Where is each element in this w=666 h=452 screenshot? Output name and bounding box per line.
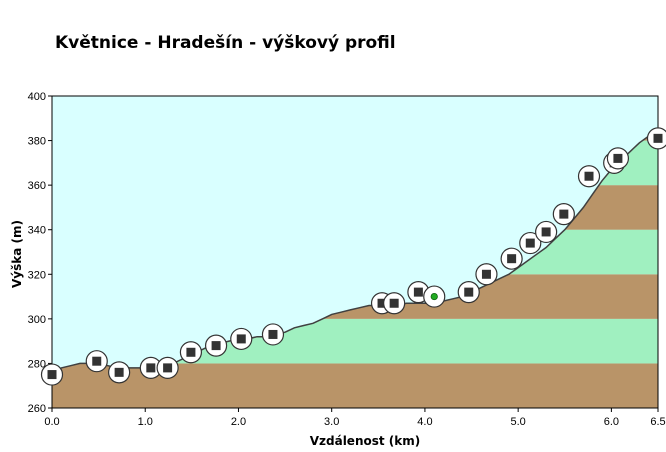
waypoint-marker xyxy=(552,203,575,226)
x-tick-label: 1.0 xyxy=(138,416,153,428)
x-tick-label: 6.5 xyxy=(650,416,665,428)
waypoint-square xyxy=(653,133,663,143)
waypoint-marker xyxy=(519,231,542,255)
x-tick-label: 0.0 xyxy=(44,416,59,428)
y-axis-ticks: 260 280 300 320 340 360 380 400 xyxy=(28,91,52,415)
x-axis-label: Vzdálenost (km) xyxy=(310,434,421,448)
y-axis-label: Výška (m) xyxy=(10,220,24,288)
y-tick-label: 400 xyxy=(28,91,46,103)
waypoint-marker xyxy=(646,127,666,150)
waypoint-marker xyxy=(535,220,558,244)
waypoint-square xyxy=(507,254,517,264)
waypoint-square xyxy=(481,269,491,279)
waypoint-square xyxy=(464,287,474,297)
y-tick-label: 380 xyxy=(28,136,46,148)
x-tick-label: 2.0 xyxy=(231,416,246,428)
y-tick-label: 340 xyxy=(28,225,46,237)
waypoint-marker xyxy=(423,285,446,308)
plot-frame xyxy=(51,95,659,409)
waypoint-marker xyxy=(179,341,203,364)
y-tick-label: 320 xyxy=(28,269,46,281)
waypoint-square xyxy=(186,347,196,357)
waypoint-square xyxy=(389,298,399,308)
waypoint-marker xyxy=(230,327,253,351)
waypoint-square xyxy=(114,367,124,377)
waypoint-marker xyxy=(40,363,64,386)
y-tick-label: 280 xyxy=(28,358,46,370)
waypoint-square xyxy=(541,227,551,237)
plot-border xyxy=(51,95,659,409)
waypoint-marker xyxy=(108,361,131,384)
x-tick-label: 4.0 xyxy=(417,416,432,428)
waypoint-square xyxy=(146,363,156,373)
waypoint-square xyxy=(268,329,278,339)
waypoint-square xyxy=(613,153,623,163)
waypoint-marker xyxy=(606,147,630,170)
y-tick-label: 300 xyxy=(28,314,46,326)
x-tick-label: 3.0 xyxy=(324,416,339,428)
y-tick-label: 360 xyxy=(28,180,46,192)
waypoint-square xyxy=(236,334,246,344)
waypoint-marker xyxy=(204,334,228,357)
waypoint-marker xyxy=(85,350,108,373)
waypoint-square xyxy=(47,370,57,380)
waypoint-markers xyxy=(40,127,666,386)
waypoint-green-dot xyxy=(430,292,438,301)
x-axis-ticks: 0.0 1.0 2.0 3.0 4.0 5.0 6.0 6.5 xyxy=(44,408,666,428)
waypoint-square xyxy=(413,287,423,297)
waypoint-marker xyxy=(383,292,406,315)
waypoint-marker xyxy=(156,356,179,379)
waypoint-marker xyxy=(475,263,498,286)
waypoint-square xyxy=(92,356,102,366)
waypoint-marker xyxy=(457,281,480,304)
x-tick-label: 6.0 xyxy=(604,416,619,428)
waypoint-square xyxy=(211,341,221,351)
waypoint-square xyxy=(584,171,594,181)
waypoint-marker xyxy=(500,247,523,270)
waypoint-marker xyxy=(261,323,285,346)
waypoint-square xyxy=(163,363,173,373)
waypoint-square xyxy=(377,298,387,308)
waypoint-marker xyxy=(577,165,601,188)
waypoint-square xyxy=(525,238,535,248)
chart-title: Květnice - Hradešín - výškový profil xyxy=(55,33,396,53)
waypoint-square xyxy=(559,209,569,219)
y-tick-label: 260 xyxy=(28,403,46,415)
x-tick-label: 5.0 xyxy=(511,416,526,428)
